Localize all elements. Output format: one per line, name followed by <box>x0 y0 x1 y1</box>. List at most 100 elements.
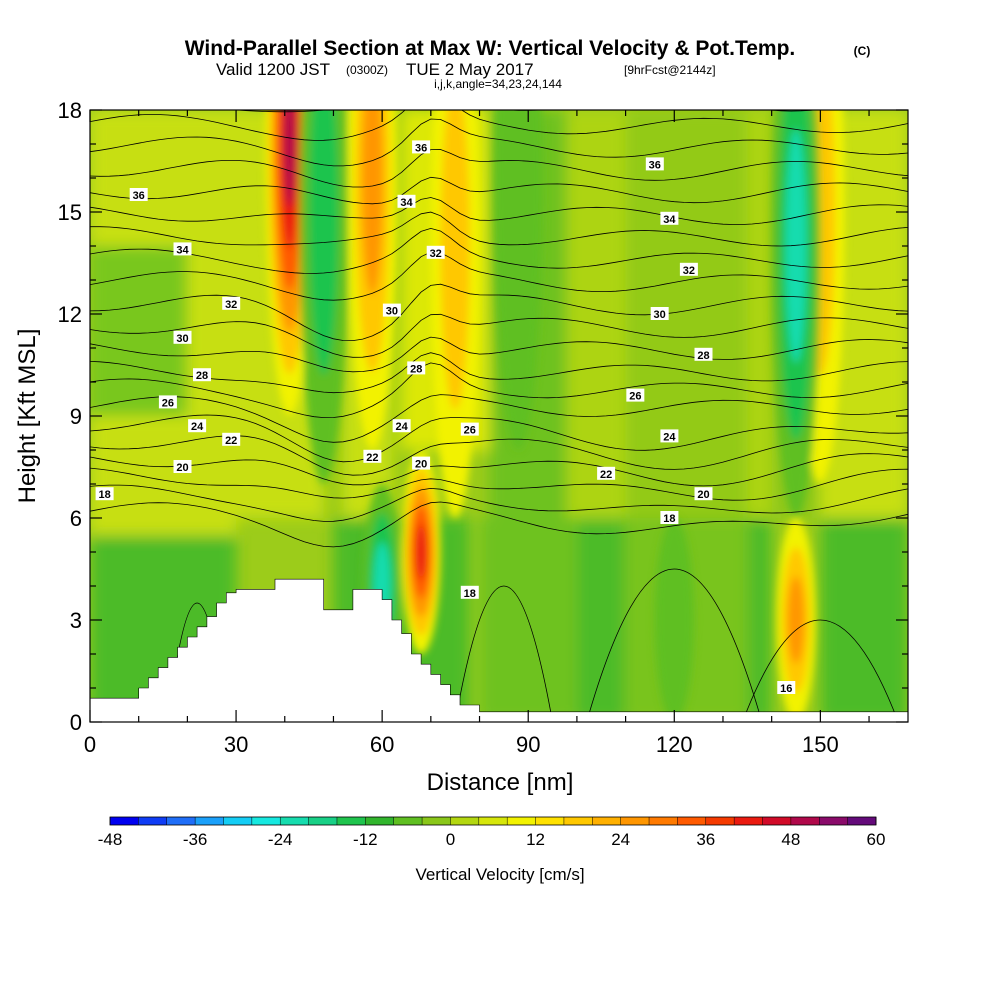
svg-text:32: 32 <box>683 265 695 277</box>
colorbar-swatch <box>705 817 735 825</box>
colorbar-tick-label: -12 <box>353 830 378 849</box>
contour-label: 20 <box>173 460 192 474</box>
contour-label: 26 <box>158 395 177 409</box>
colorbar-swatch <box>649 817 678 825</box>
colorbar-swatch <box>336 817 366 825</box>
svg-text:20: 20 <box>176 462 188 474</box>
svg-text:26: 26 <box>464 425 476 437</box>
contour-label: 24 <box>392 419 411 433</box>
contour-label: 20 <box>412 456 431 471</box>
theta-contour-line <box>586 568 763 722</box>
svg-text:18: 18 <box>464 588 476 600</box>
x-tick-label: 0 <box>84 732 96 757</box>
svg-text:20: 20 <box>697 489 709 501</box>
svg-text:36: 36 <box>649 159 661 171</box>
colorbar-swatch <box>478 817 508 825</box>
colorbar-label: Vertical Velocity [cm/s] <box>415 865 584 884</box>
theta-contour-line <box>90 110 908 141</box>
svg-text:30: 30 <box>386 306 398 318</box>
theta-contour-line <box>234 110 818 113</box>
y-axis-label: Height [Kft MSL] <box>14 329 41 504</box>
colorbar-tick-label: -24 <box>268 830 293 849</box>
colorbar-tick-label: 24 <box>611 830 630 849</box>
colorbar-swatch <box>790 817 820 825</box>
colorbar-swatch <box>308 817 338 825</box>
svg-text:18: 18 <box>663 513 675 525</box>
theta-contour-line <box>90 352 908 394</box>
colorbar-swatch <box>734 817 763 825</box>
colorbar-tick-label: 0 <box>446 830 455 849</box>
y-tick-label: 0 <box>70 710 82 735</box>
updraft-core-level <box>284 110 296 207</box>
subtitle-date: TUE 2 May 2017 <box>406 60 534 79</box>
contour-label: 28 <box>192 368 211 382</box>
x-axis-label: Distance [nm] <box>427 769 574 796</box>
downdraft-core-level <box>309 110 339 376</box>
y-tick-label: 6 <box>70 506 82 531</box>
contour-label: 34 <box>173 242 192 256</box>
svg-text:32: 32 <box>225 299 237 311</box>
contour-label: 20 <box>694 487 713 501</box>
y-tick-label: 18 <box>58 98 82 123</box>
subtitle-forecast: [9hrFcst@2144z] <box>624 63 716 77</box>
theta-contour-line <box>90 467 908 501</box>
downdraft-core-level <box>494 110 543 450</box>
theta-contour-line <box>90 251 908 301</box>
colorbar-swatch <box>819 817 849 825</box>
svg-text:28: 28 <box>410 363 422 375</box>
downdraft-core-level <box>654 518 694 722</box>
contour-label: 34 <box>397 194 416 209</box>
updraft-core-level <box>440 110 470 410</box>
theta-contour-line <box>90 336 908 373</box>
theta-contour-line <box>90 313 908 358</box>
svg-text:22: 22 <box>366 452 378 464</box>
colorbar-swatch <box>110 817 139 825</box>
theta-contour-line <box>90 484 908 522</box>
colorbar-swatch <box>847 817 877 825</box>
svg-text:18: 18 <box>98 489 110 501</box>
x-tick-label: 150 <box>802 732 839 757</box>
terrain-mask <box>90 578 908 722</box>
colorbar-tick-label: -36 <box>183 830 208 849</box>
colorbar-tick-label: 12 <box>526 830 545 849</box>
colorbar-swatch <box>620 817 650 825</box>
contour-label: 34 <box>660 211 679 226</box>
colorbar-swatch <box>166 817 196 825</box>
contour-label: 22 <box>597 466 616 481</box>
copyright-mark: (C) <box>854 44 871 58</box>
y-tick-label: 12 <box>58 302 82 327</box>
colorbar-swatch <box>450 817 480 825</box>
y-tick-label: 9 <box>70 404 82 429</box>
colorbar-tick-label: 36 <box>696 830 715 849</box>
updraft-core-level <box>361 110 383 295</box>
updraft-core-level <box>787 576 805 664</box>
subtitle-utc: (0300Z) <box>346 63 388 77</box>
colorbar-swatch <box>280 817 309 825</box>
colorbar-swatch <box>762 817 792 825</box>
x-tick-label: 120 <box>656 732 693 757</box>
svg-text:30: 30 <box>654 309 666 321</box>
theta-contour-line <box>90 453 908 487</box>
title-block: Wind-Parallel Section at Max W: Vertical… <box>185 37 871 91</box>
contour-label: 36 <box>412 140 431 154</box>
colorbar-swatch <box>223 817 253 825</box>
contour-label: 32 <box>679 262 698 277</box>
svg-text:22: 22 <box>600 469 612 481</box>
svg-text:24: 24 <box>191 421 204 433</box>
svg-text:24: 24 <box>395 421 408 433</box>
svg-text:26: 26 <box>629 391 641 403</box>
theta-contour-line <box>90 501 908 548</box>
colorbar-swatch <box>535 817 565 825</box>
svg-text:34: 34 <box>176 244 189 256</box>
x-tick-label: 60 <box>370 732 394 757</box>
theta-contour-line <box>90 149 908 188</box>
contour-label: 36 <box>129 188 148 202</box>
theta-contour-line <box>90 227 908 274</box>
theta-contour-line <box>90 176 908 205</box>
svg-text:28: 28 <box>196 370 208 382</box>
colorbar-swatch <box>563 817 593 825</box>
contour-label: 18 <box>660 511 679 525</box>
colorbar-swatch <box>677 817 707 825</box>
svg-text:30: 30 <box>176 333 188 345</box>
